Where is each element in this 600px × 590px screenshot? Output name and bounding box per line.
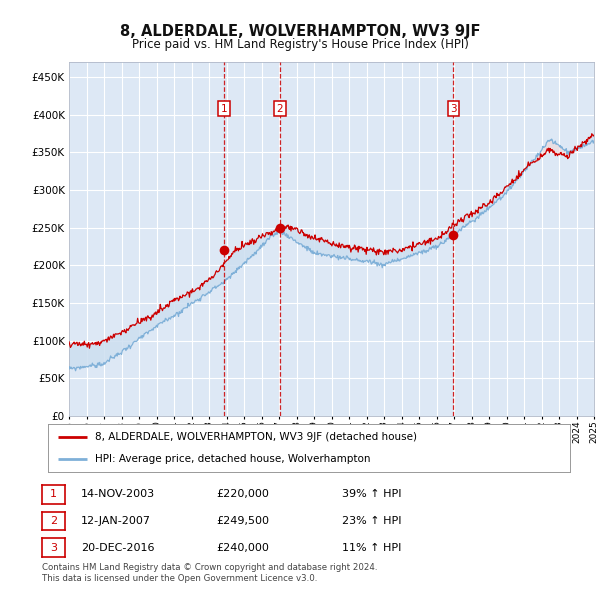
Text: 8, ALDERDALE, WOLVERHAMPTON, WV3 9JF: 8, ALDERDALE, WOLVERHAMPTON, WV3 9JF [120, 24, 480, 38]
Text: 1: 1 [221, 104, 227, 114]
Text: HPI: Average price, detached house, Wolverhampton: HPI: Average price, detached house, Wolv… [95, 454, 370, 464]
Text: Price paid vs. HM Land Registry's House Price Index (HPI): Price paid vs. HM Land Registry's House … [131, 38, 469, 51]
Text: 8, ALDERDALE, WOLVERHAMPTON, WV3 9JF (detached house): 8, ALDERDALE, WOLVERHAMPTON, WV3 9JF (de… [95, 432, 417, 442]
Text: £220,000: £220,000 [216, 490, 269, 499]
Text: £249,500: £249,500 [216, 516, 269, 526]
Text: 20-DEC-2016: 20-DEC-2016 [81, 543, 155, 552]
Text: 2: 2 [50, 516, 57, 526]
Text: 3: 3 [50, 543, 57, 552]
Text: 14-NOV-2003: 14-NOV-2003 [81, 490, 155, 499]
Text: 1: 1 [50, 490, 57, 499]
Text: £240,000: £240,000 [216, 543, 269, 552]
Text: 2: 2 [277, 104, 283, 114]
Text: 12-JAN-2007: 12-JAN-2007 [81, 516, 151, 526]
Text: This data is licensed under the Open Government Licence v3.0.: This data is licensed under the Open Gov… [42, 574, 317, 583]
Text: 39% ↑ HPI: 39% ↑ HPI [342, 490, 401, 499]
Text: 23% ↑ HPI: 23% ↑ HPI [342, 516, 401, 526]
Text: Contains HM Land Registry data © Crown copyright and database right 2024.: Contains HM Land Registry data © Crown c… [42, 563, 377, 572]
Text: 3: 3 [450, 104, 457, 114]
Text: 11% ↑ HPI: 11% ↑ HPI [342, 543, 401, 552]
